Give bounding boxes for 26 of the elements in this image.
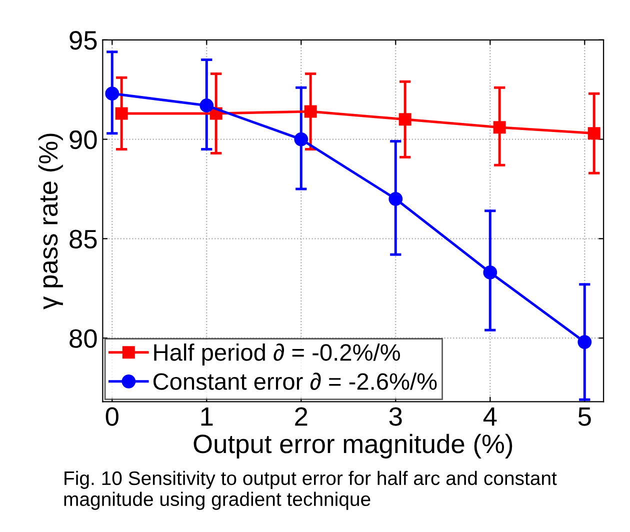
point [115,107,128,120]
y-tick-label: 85 [70,230,97,248]
point [493,121,506,134]
caption: Fig. 10 Sensitivity to output error for half arc and constant magnitude using gradient technique [64,470,557,510]
legend-label: Constant error ∂ = -2.6%/% [153,372,437,390]
x-tick-label: 4 [483,407,497,426]
point [388,192,403,206]
x-tick-label: 5 [578,407,591,426]
x-tick-label: 1 [201,407,213,426]
x-axis-title: Output error magnitude (%) [194,434,512,458]
y-tick-label: 90 [70,130,97,150]
x-tick-label: 0 [106,407,118,426]
point [304,105,317,118]
point [398,113,412,126]
point [294,132,308,146]
x-tick-label: 2 [295,407,308,426]
point [105,86,120,101]
x-tick-label: 3 [389,407,402,426]
point [483,266,498,280]
point [578,335,592,349]
point [588,127,600,140]
legend-label: Half period ∂ = -0.2%/% [154,343,400,366]
y-axis-title: γ pass rate (%) [38,134,63,310]
y-tick-label: 95 [70,31,97,50]
point [200,98,214,112]
y-tick-label: 80 [70,329,97,348]
